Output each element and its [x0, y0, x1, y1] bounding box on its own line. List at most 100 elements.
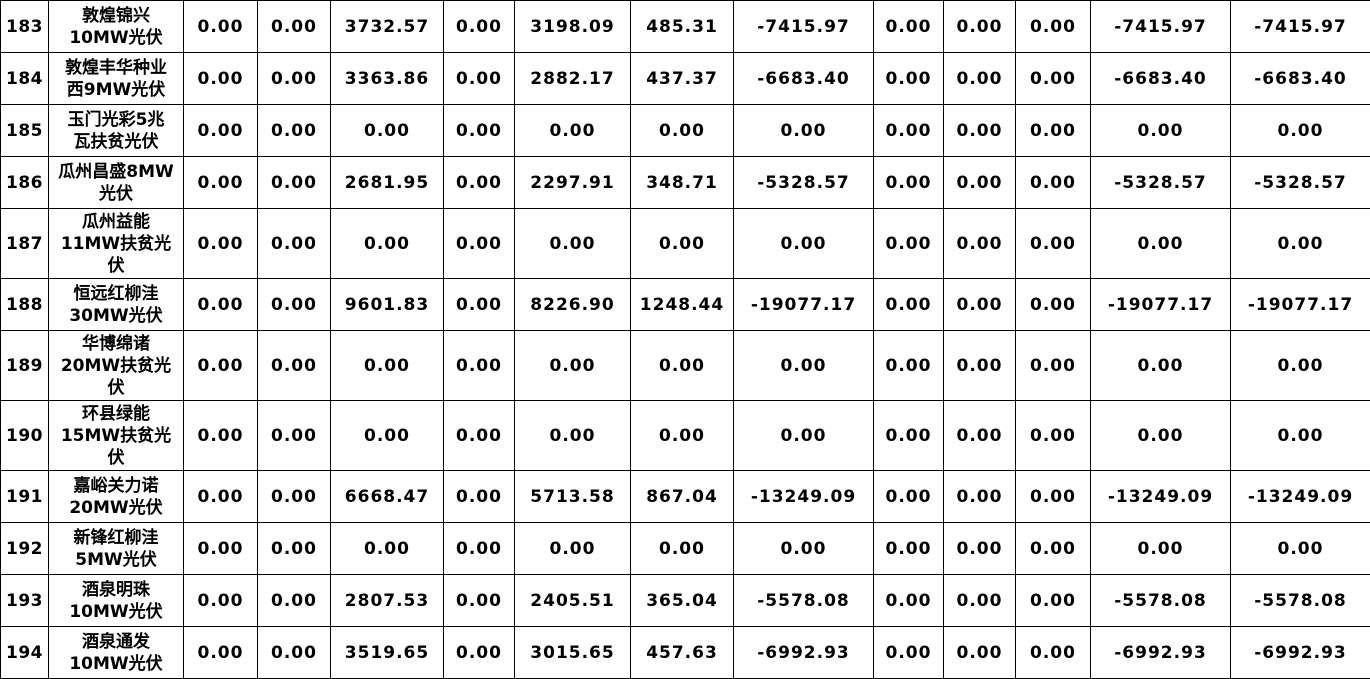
- value-cell[interactable]: 0.00: [515, 401, 631, 471]
- value-cell[interactable]: 0.00: [944, 209, 1016, 279]
- value-cell[interactable]: 0.00: [258, 279, 331, 331]
- value-cell[interactable]: 0.00: [444, 523, 515, 575]
- value-cell[interactable]: 0.00: [331, 105, 444, 157]
- value-cell[interactable]: 0.00: [444, 471, 515, 523]
- value-cell[interactable]: 0.00: [944, 575, 1016, 627]
- value-cell[interactable]: 0.00: [874, 157, 944, 209]
- value-cell[interactable]: 0.00: [734, 523, 874, 575]
- row-number-cell[interactable]: 194: [1, 627, 49, 679]
- value-cell[interactable]: -19077.17: [1231, 279, 1370, 331]
- row-number-cell[interactable]: 186: [1, 157, 49, 209]
- value-cell[interactable]: 0.00: [1016, 279, 1091, 331]
- value-cell[interactable]: 0.00: [184, 157, 258, 209]
- value-cell[interactable]: 3363.86: [331, 53, 444, 105]
- value-cell[interactable]: 0.00: [631, 523, 734, 575]
- value-cell[interactable]: 0.00: [258, 105, 331, 157]
- value-cell[interactable]: 0.00: [444, 53, 515, 105]
- value-cell[interactable]: 3732.57: [331, 1, 444, 53]
- value-cell[interactable]: 0.00: [734, 331, 874, 401]
- value-cell[interactable]: 2807.53: [331, 575, 444, 627]
- row-number-cell[interactable]: 189: [1, 331, 49, 401]
- value-cell[interactable]: 0.00: [331, 209, 444, 279]
- value-cell[interactable]: 0.00: [1091, 209, 1231, 279]
- value-cell[interactable]: 0.00: [944, 471, 1016, 523]
- plant-name-cell[interactable]: 敦煌丰华种业 西9MW光伏: [49, 53, 184, 105]
- plant-name-cell[interactable]: 酒泉明珠 10MW光伏: [49, 575, 184, 627]
- value-cell[interactable]: -6683.40: [1091, 53, 1231, 105]
- row-number-cell[interactable]: 185: [1, 105, 49, 157]
- value-cell[interactable]: 0.00: [944, 401, 1016, 471]
- row-number-cell[interactable]: 187: [1, 209, 49, 279]
- value-cell[interactable]: 0.00: [874, 401, 944, 471]
- value-cell[interactable]: 0.00: [1231, 331, 1370, 401]
- value-cell[interactable]: 2681.95: [331, 157, 444, 209]
- value-cell[interactable]: 0.00: [444, 105, 515, 157]
- value-cell[interactable]: 6668.47: [331, 471, 444, 523]
- value-cell[interactable]: 0.00: [1016, 157, 1091, 209]
- value-cell[interactable]: -5328.57: [734, 157, 874, 209]
- row-number-cell[interactable]: 193: [1, 575, 49, 627]
- value-cell[interactable]: 0.00: [184, 471, 258, 523]
- value-cell[interactable]: 3519.65: [331, 627, 444, 679]
- value-cell[interactable]: 0.00: [944, 1, 1016, 53]
- value-cell[interactable]: 0.00: [515, 209, 631, 279]
- value-cell[interactable]: 0.00: [874, 523, 944, 575]
- value-cell[interactable]: 0.00: [1016, 53, 1091, 105]
- value-cell[interactable]: 0.00: [1016, 401, 1091, 471]
- value-cell[interactable]: 3198.09: [515, 1, 631, 53]
- value-cell[interactable]: 0.00: [184, 331, 258, 401]
- value-cell[interactable]: 0.00: [1016, 575, 1091, 627]
- value-cell[interactable]: 0.00: [874, 105, 944, 157]
- value-cell[interactable]: 0.00: [874, 279, 944, 331]
- value-cell[interactable]: 0.00: [515, 523, 631, 575]
- value-cell[interactable]: -19077.17: [1091, 279, 1231, 331]
- value-cell[interactable]: 0.00: [631, 209, 734, 279]
- value-cell[interactable]: 0.00: [515, 105, 631, 157]
- value-cell[interactable]: -7415.97: [1091, 1, 1231, 53]
- value-cell[interactable]: 0.00: [331, 523, 444, 575]
- value-cell[interactable]: 0.00: [184, 401, 258, 471]
- plant-name-cell[interactable]: 环县绿能 15MW扶贫光 伏: [49, 401, 184, 471]
- value-cell[interactable]: 0.00: [444, 627, 515, 679]
- value-cell[interactable]: 2405.51: [515, 575, 631, 627]
- value-cell[interactable]: 0.00: [874, 331, 944, 401]
- value-cell[interactable]: 0.00: [874, 575, 944, 627]
- value-cell[interactable]: -13249.09: [734, 471, 874, 523]
- value-cell[interactable]: -6683.40: [734, 53, 874, 105]
- plant-name-cell[interactable]: 嘉峪关力诺 20MW光伏: [49, 471, 184, 523]
- row-number-cell[interactable]: 184: [1, 53, 49, 105]
- value-cell[interactable]: 0.00: [184, 523, 258, 575]
- value-cell[interactable]: -6992.93: [1231, 627, 1370, 679]
- value-cell[interactable]: 0.00: [515, 331, 631, 401]
- value-cell[interactable]: 0.00: [631, 331, 734, 401]
- value-cell[interactable]: 0.00: [184, 53, 258, 105]
- plant-name-cell[interactable]: 酒泉通发 10MW光伏: [49, 627, 184, 679]
- plant-name-cell[interactable]: 敦煌锦兴 10MW光伏: [49, 1, 184, 53]
- value-cell[interactable]: 0.00: [944, 279, 1016, 331]
- row-number-cell[interactable]: 190: [1, 401, 49, 471]
- value-cell[interactable]: 0.00: [1016, 1, 1091, 53]
- value-cell[interactable]: 0.00: [258, 575, 331, 627]
- value-cell[interactable]: 0.00: [258, 209, 331, 279]
- value-cell[interactable]: 0.00: [1231, 209, 1370, 279]
- value-cell[interactable]: 0.00: [874, 471, 944, 523]
- value-cell[interactable]: -6683.40: [1231, 53, 1370, 105]
- value-cell[interactable]: -13249.09: [1091, 471, 1231, 523]
- value-cell[interactable]: 0.00: [1091, 331, 1231, 401]
- value-cell[interactable]: 2297.91: [515, 157, 631, 209]
- value-cell[interactable]: -5578.08: [734, 575, 874, 627]
- value-cell[interactable]: 0.00: [331, 401, 444, 471]
- value-cell[interactable]: 0.00: [631, 401, 734, 471]
- value-cell[interactable]: 0.00: [944, 523, 1016, 575]
- value-cell[interactable]: 0.00: [944, 53, 1016, 105]
- plant-name-cell[interactable]: 恒远红柳洼 30MW光伏: [49, 279, 184, 331]
- value-cell[interactable]: 0.00: [258, 401, 331, 471]
- value-cell[interactable]: 0.00: [444, 157, 515, 209]
- value-cell[interactable]: 0.00: [444, 401, 515, 471]
- value-cell[interactable]: 0.00: [184, 105, 258, 157]
- value-cell[interactable]: 8226.90: [515, 279, 631, 331]
- value-cell[interactable]: 2882.17: [515, 53, 631, 105]
- value-cell[interactable]: 3015.65: [515, 627, 631, 679]
- plant-name-cell[interactable]: 瓜州昌盛8MW 光伏: [49, 157, 184, 209]
- value-cell[interactable]: 1248.44: [631, 279, 734, 331]
